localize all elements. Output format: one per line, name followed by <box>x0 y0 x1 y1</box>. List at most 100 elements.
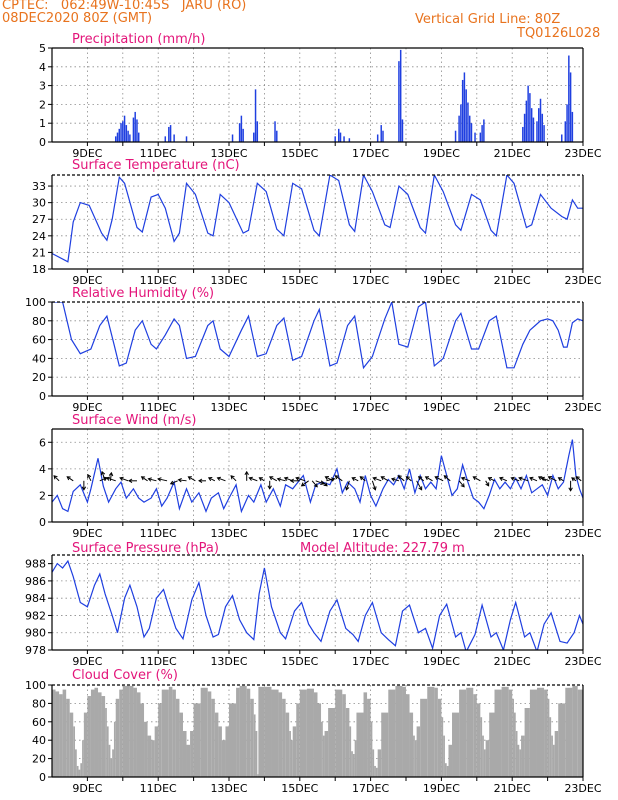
wind-arrow <box>87 474 92 482</box>
wind-arrow <box>345 480 350 490</box>
wind-arrow <box>434 476 444 482</box>
wind-arrow-head <box>198 478 203 484</box>
precip-bar <box>538 108 540 142</box>
wind-arrow-head <box>472 476 477 481</box>
cloud-cover-column <box>381 712 389 777</box>
precip-bar <box>334 136 336 142</box>
cloud-cover-column <box>483 749 486 777</box>
wind-arrow-head <box>187 476 192 481</box>
wind-arrow-head <box>359 476 364 481</box>
cloud-cover-column <box>207 691 212 777</box>
cloud-cover-column <box>494 689 502 777</box>
wind-arrow <box>277 478 286 482</box>
x-tick-label: 15DEC <box>281 782 318 795</box>
wind-arrow <box>416 480 423 491</box>
precip-bar <box>454 130 457 142</box>
cloud-cover-column <box>115 698 120 777</box>
cloud-cover-column <box>90 689 95 777</box>
precip-bar <box>276 130 278 142</box>
precip-bar <box>566 104 568 142</box>
y-tick-label: 60 <box>32 716 46 729</box>
cloud-cover-column <box>140 703 145 777</box>
panel-3: 0 20 40 60 80 100 9DEC 11DEC 13DEC 15DEC 17DEC 19DE… <box>25 286 602 414</box>
x-tick-label: 13DEC <box>210 401 247 414</box>
cloud-cover-column <box>572 685 578 777</box>
wind-arrow-head <box>460 483 465 488</box>
cloud-cover-column <box>264 686 272 777</box>
wind-arrow-head <box>248 476 253 481</box>
x-tick-label: 19DEC <box>423 274 460 287</box>
cloud-cover-column <box>78 769 81 777</box>
x-tick-label: 17DEC <box>352 147 389 160</box>
cloud-cover-column <box>517 744 520 777</box>
cloud-cover-column <box>473 694 477 777</box>
precip-bar <box>481 125 483 142</box>
cloud-cover-column <box>285 712 290 777</box>
x-tick-label: 13DEC <box>210 147 247 160</box>
wind-arrow-head <box>128 478 133 484</box>
wind-arrow-head <box>372 486 377 491</box>
y-tick-label: 4 <box>39 61 46 74</box>
cloud-cover-column <box>402 686 406 777</box>
cloud-cover-column <box>512 698 514 777</box>
cloud-cover-column <box>521 735 525 777</box>
cloud-cover-column <box>544 689 548 777</box>
wind-arrow-head <box>443 475 448 480</box>
cloud-cover-column <box>524 708 530 777</box>
cloud-cover-column <box>299 689 307 777</box>
x-tick-label: 23DEC <box>564 147 601 160</box>
wind-arrow-head <box>207 477 213 482</box>
y-tick-label: 980 <box>25 627 46 640</box>
precip-bar <box>129 134 131 142</box>
wind-arrow-head <box>485 482 490 487</box>
wind-arrow-head <box>276 477 282 482</box>
cloud-cover-column <box>296 703 300 777</box>
y-tick-label: 24 <box>32 230 46 243</box>
cloud-cover-column <box>151 740 155 777</box>
wind-arrow-head <box>397 475 402 480</box>
y-tick-label: 100 <box>25 679 46 692</box>
cloud-cover-column <box>351 751 353 777</box>
precip-bar <box>525 100 528 142</box>
cloud-cover-column <box>106 726 109 777</box>
wind-arrow <box>311 480 318 488</box>
y-tick-label: 20 <box>32 753 46 766</box>
cloud-cover-column <box>289 731 291 777</box>
cloud-cover-column <box>324 731 329 777</box>
wind-arrow <box>301 480 309 487</box>
cloud-cover-column <box>87 696 91 777</box>
cloud-cover-column <box>83 712 88 777</box>
wind-arrow <box>425 476 433 482</box>
x-tick-label: 21DEC <box>494 527 531 540</box>
wind-arrow <box>381 476 389 482</box>
wind-arrow <box>443 475 451 482</box>
cloud-cover-column <box>76 765 79 777</box>
cloud-cover-column <box>122 685 130 777</box>
cloud-cover-column <box>271 689 279 777</box>
precip-bar <box>543 125 545 142</box>
cloud-cover-column <box>395 685 403 777</box>
x-tick-label: 13DEC <box>210 782 247 795</box>
precip-bar <box>173 134 175 142</box>
x-tick-label: 15DEC <box>281 147 318 160</box>
x-tick-label: 23DEC <box>564 527 601 540</box>
x-tick-label: 15DEC <box>281 655 318 668</box>
cloud-cover-column <box>335 689 343 777</box>
wind-arrow-head <box>418 486 423 491</box>
cloud-cover-column <box>112 749 114 777</box>
wind-arrow <box>119 477 129 482</box>
cloud-cover-column <box>554 731 559 777</box>
x-tick-label: 17DEC <box>352 782 389 795</box>
y-tick-label: 5 <box>39 42 46 55</box>
precip-bar <box>122 121 124 142</box>
cloud-cover-column <box>354 740 357 777</box>
precip-bar <box>120 123 122 142</box>
cloud-cover-column <box>413 735 415 777</box>
wind-arrow-head <box>100 470 106 476</box>
cloud-cover-column <box>519 749 522 777</box>
precip-bar <box>274 121 276 142</box>
cloud-cover-column <box>168 686 173 777</box>
y-tick-label: 982 <box>25 609 46 622</box>
cloud-cover-column <box>55 691 60 777</box>
